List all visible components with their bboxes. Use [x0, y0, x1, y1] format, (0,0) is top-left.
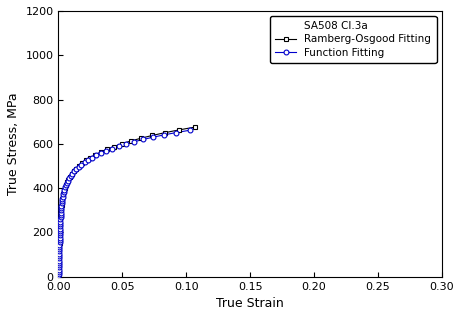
Y-axis label: True Stress, MPa: True Stress, MPa [7, 93, 20, 195]
Legend: SA508 Cl.3a, Ramberg-Osgood Fitting, Function Fitting: SA508 Cl.3a, Ramberg-Osgood Fitting, Fun… [270, 16, 437, 63]
X-axis label: True Strain: True Strain [216, 297, 284, 310]
